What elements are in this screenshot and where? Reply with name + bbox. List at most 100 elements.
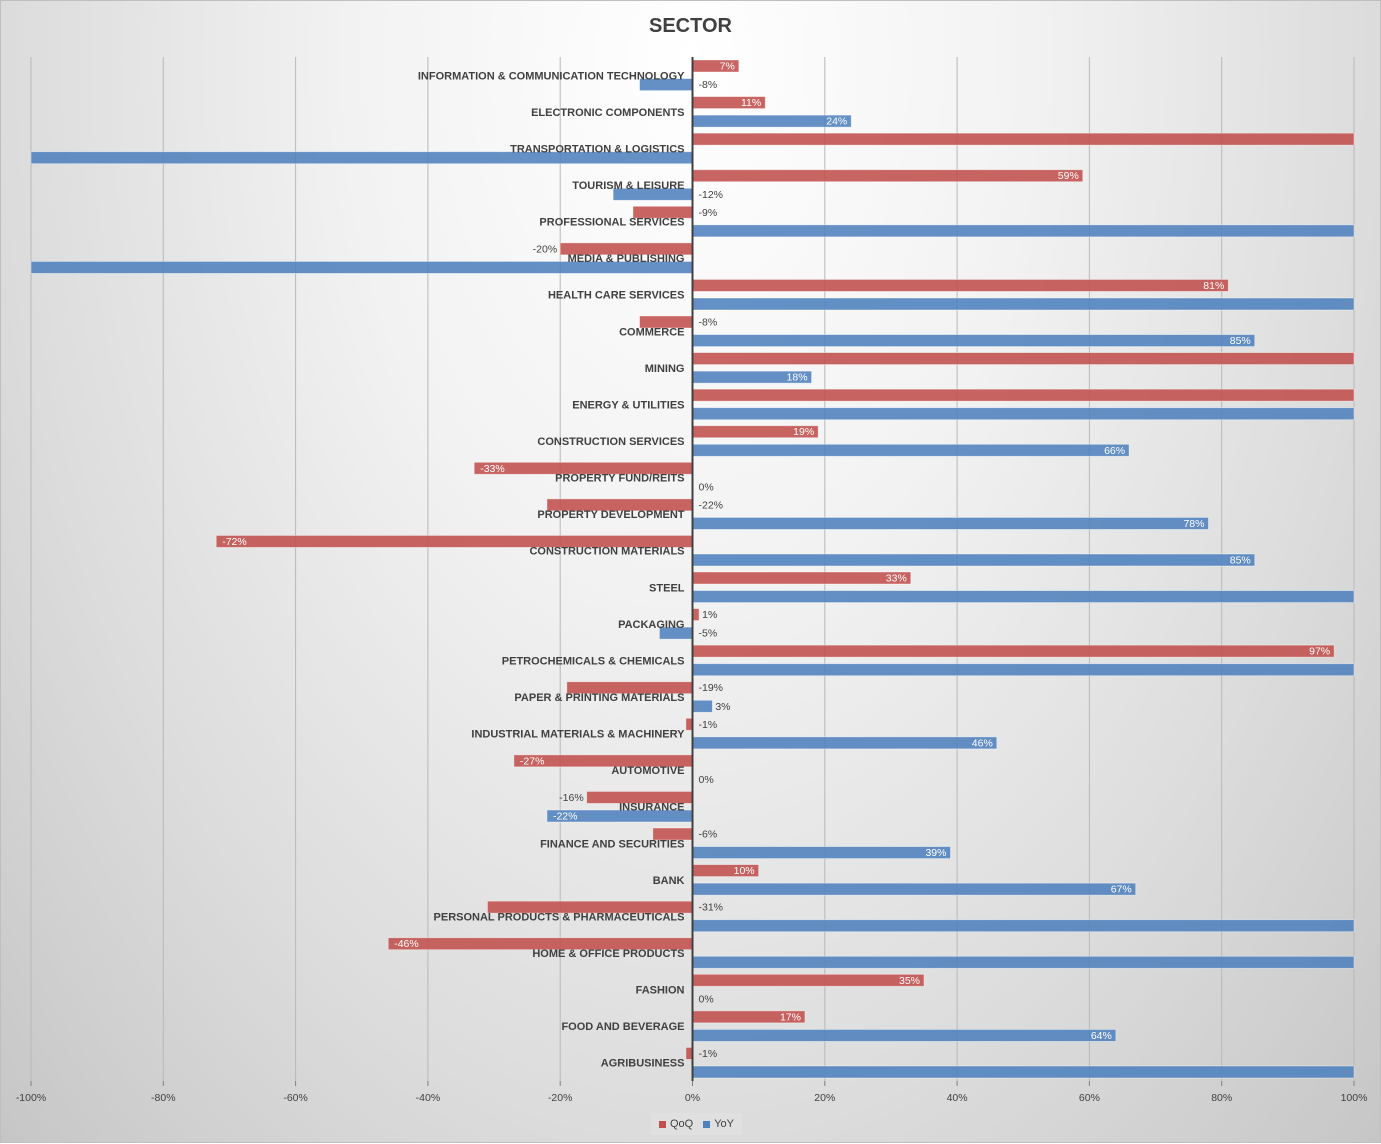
bar-yoy [692,224,1355,238]
bar-yoy [692,590,1355,603]
bar-yoy [692,334,1256,347]
category-label: PROPERTY FUND/REITS [555,473,684,485]
category-label: FINANCE AND SECURITIES [540,838,684,850]
category-label: PAPER & PRINTING MATERIALS [514,692,684,704]
category-label: PETROCHEMICALS & CHEMICALS [502,655,685,667]
data-label-qoq: -6% [699,829,718,841]
x-tick-label: 80% [1211,1092,1232,1104]
data-label-yoy: 0% [699,481,714,493]
x-tick-label: -60% [283,1092,308,1104]
data-label-qoq: -31% [699,902,724,914]
data-label-qoq: -16% [559,792,584,804]
data-label-qoq: 1% [702,609,717,621]
category-label: BANK [653,875,685,887]
bar-yoy [692,297,1355,311]
category-label: CONSTRUCTION SERVICES [537,436,684,448]
legend-swatch-qoq [659,1120,666,1128]
bar-yoy [692,407,1355,421]
data-label-yoy: 78% [1183,518,1204,530]
data-label-yoy: 67% [1111,884,1132,896]
x-tick-label: -40% [416,1092,441,1104]
data-label-qoq: 97% [1309,646,1330,658]
data-label-yoy: 18% [787,372,808,384]
bar-yoy [692,443,1130,457]
x-tick-label: 60% [1079,1092,1100,1104]
bar-qoq [692,279,1229,292]
data-label-yoy: 24% [826,116,847,128]
data-label-yoy: 66% [1104,445,1125,457]
data-label-qoq: 10% [734,865,755,877]
category-label: MINING [645,363,685,375]
data-label-yoy: 46% [972,737,993,749]
category-label: AGRIBUSINESS [601,1058,685,1070]
legend-swatch-yoy [703,1120,711,1128]
category-label: INDUSTRIAL MATERIALS & MACHINERY [471,729,685,741]
bar-qoq [692,644,1335,658]
data-label-qoq: -8% [699,317,718,329]
data-label-yoy: 3% [715,701,730,713]
bar-qoq [692,571,912,585]
data-label-qoq: -1% [699,719,718,731]
bar-yoy [692,736,998,750]
bar-yoy [692,955,1355,969]
bar-yoy [692,663,1355,677]
data-label-yoy: -8% [699,79,718,91]
category-label: CONSTRUCTION MATERIALS [529,546,684,558]
data-label-yoy: -5% [699,628,718,640]
bar-yoy [692,1065,1355,1079]
data-label-qoq: -72% [222,536,247,548]
category-label: AUTOMOTIVE [611,765,684,777]
x-tick-label: -80% [151,1092,176,1104]
category-label: PACKAGING [618,619,684,631]
bar-yoy [692,882,1137,896]
category-label: FOOD AND BEVERAGE [561,1021,684,1033]
category-label: HOME & OFFICE PRODUCTS [532,948,684,960]
chart-title: SECTOR [649,15,732,37]
category-label: MEDIA & PUBLISHING [568,253,685,265]
x-tick-label: 100% [1341,1092,1368,1104]
bar-qoq [692,388,1355,402]
data-label-qoq: 7% [720,61,735,73]
category-label: INSURANCE [619,802,684,814]
data-label-yoy: 85% [1230,335,1251,347]
data-label-yoy: 0% [699,774,714,786]
data-label-qoq: -22% [699,499,724,511]
category-label: TRANSPORTATION & LOGISTICS [510,143,684,155]
category-label: TOURISM & LEISURE [572,180,684,192]
bar-qoq [692,352,1355,365]
bar-yoy [692,699,713,713]
x-tick-label: -100% [16,1092,46,1104]
category-label: PROFESSIONAL SERVICES [539,217,684,229]
data-label-qoq: 33% [886,573,907,585]
data-label-qoq: 35% [899,975,920,987]
data-label-qoq: -1% [699,1048,718,1060]
bar-qoq [692,169,1084,183]
bar-qoq [692,973,925,987]
bar-yoy [692,846,951,859]
bar-yoy [692,517,1209,530]
data-label-qoq: -20% [533,243,558,255]
data-label-qoq: -27% [520,755,545,767]
category-label: PROPERTY DEVELOPMENT [537,509,684,521]
axis-layer [30,57,1355,1086]
legend-label-qoq: QoQ [670,1118,694,1130]
data-label-yoy: 39% [925,847,946,859]
legend-label-yoy: YoY [714,1118,735,1130]
data-label-qoq: -9% [699,207,718,219]
data-label-yoy: -22% [553,811,578,823]
category-label: FASHION [636,985,685,997]
bar-layer [30,59,1355,1079]
x-tick-label: 20% [814,1092,835,1104]
category-label: ENERGY & UTILITIES [572,399,684,411]
data-label-qoq: -19% [699,682,724,694]
data-label-yoy: 64% [1091,1030,1112,1042]
data-label-yoy: 85% [1230,555,1251,567]
category-label: STEEL [649,582,685,594]
bar-qoq [692,132,1355,146]
x-tick-label: 40% [947,1092,968,1104]
legend: QoQ YoY [651,1113,743,1135]
data-label-qoq: -33% [480,463,505,475]
data-label-yoy: 0% [699,993,714,1005]
